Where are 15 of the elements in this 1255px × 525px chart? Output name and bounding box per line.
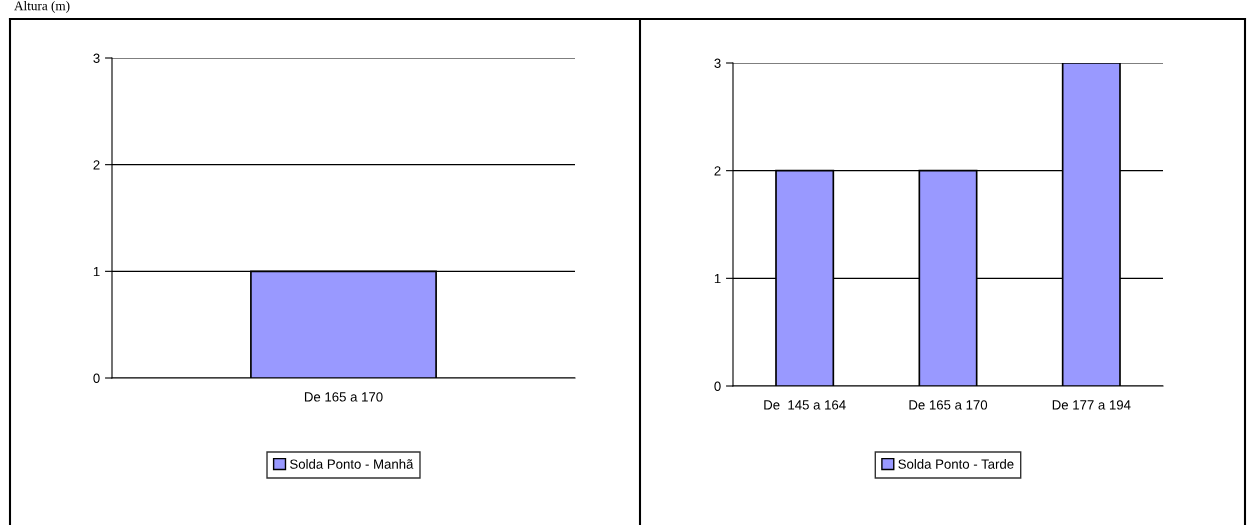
y-tick-label: 1 (93, 267, 100, 277)
x-tick-label: De 165 a 170 (304, 392, 383, 402)
legend-label: Solda Ponto - Manhã (290, 459, 414, 469)
y-tick-label: 3 (714, 58, 721, 68)
x-tick-label: De 165 a 170 (909, 400, 988, 410)
y-tick-label: 1 (714, 274, 721, 284)
text: Altura (m) (14, 1, 70, 13)
y-tick-label: 0 (714, 381, 721, 391)
y-tick-label: 2 (714, 166, 721, 176)
y-tick-label: 0 (93, 373, 100, 383)
y-tick-label: 3 (93, 53, 100, 63)
x-tick-label: De 177 a 194 (1052, 400, 1131, 410)
x-tick-label: De 145 a 164 (764, 400, 846, 410)
y-tick-label: 2 (93, 160, 100, 170)
legend-label: Solda Ponto - Tarde (898, 459, 1014, 469)
